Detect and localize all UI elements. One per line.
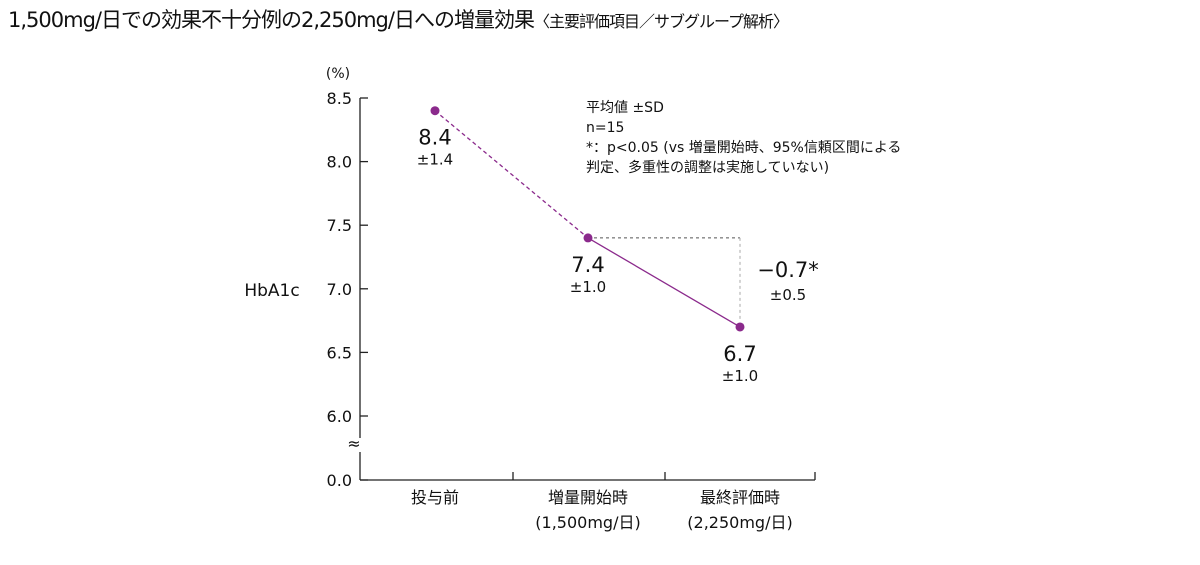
y-tick-label: 7.5 (327, 216, 352, 235)
note-line: 判定、多重性の調整は実施していない) (586, 160, 830, 176)
sd-label: ±1.0 (570, 278, 606, 296)
series-line-dashed (434, 110, 589, 239)
data-label: 7.4 (571, 253, 604, 277)
note-line: n=15 (586, 120, 625, 136)
x-tick-label: 投与前 (411, 488, 459, 507)
change-sd-label: ±0.5 (770, 286, 806, 304)
note-line: *：p<0.05 (vs 増量開始時、95%信頼区間による (586, 140, 902, 156)
x-tick-label-sub: (1,500mg/日) (535, 513, 640, 532)
y-tick-label: 7.0 (327, 280, 352, 299)
y-tick-label: 8.5 (327, 89, 352, 108)
axis-break: ≈ (347, 434, 360, 453)
legend-note: 平均値 ±SD n=15 *：p<0.05 (vs 増量開始時、95%信頼区間に… (586, 98, 901, 178)
chart-title: 1,500mg/日での効果不十分例の2,250mg/日への増量効果〈主要評価項目… (8, 4, 789, 34)
y-axis-label: HbA1c (244, 281, 299, 301)
series-line (587, 237, 741, 328)
y-unit-label: (%) (326, 66, 350, 82)
sd-label: ±1.0 (722, 367, 758, 385)
note-line: 平均値 ±SD (586, 100, 664, 116)
y-tick-label: 0.0 (327, 471, 352, 490)
data-point (430, 106, 440, 116)
subtitle-text: 〈主要評価項目／サブグループ解析〉 (533, 12, 789, 31)
data-point (735, 322, 745, 332)
y-tick-label: 6.5 (327, 343, 352, 362)
data-label: 8.4 (418, 126, 451, 150)
data-label: 6.7 (723, 342, 756, 366)
y-tick-label: 6.0 (327, 407, 352, 426)
change-label: −0.7* (757, 258, 819, 282)
x-tick-label: 増量開始時 (548, 488, 628, 507)
title-text: 1,500mg/日での効果不十分例の2,250mg/日への増量効果 (8, 8, 535, 32)
x-tick-label-sub: (2,250mg/日) (687, 513, 792, 532)
x-tick-label: 最終評価時 (700, 488, 780, 507)
sd-label: ±1.4 (417, 151, 453, 169)
y-tick-label: 8.0 (327, 153, 352, 172)
data-point (583, 233, 593, 243)
